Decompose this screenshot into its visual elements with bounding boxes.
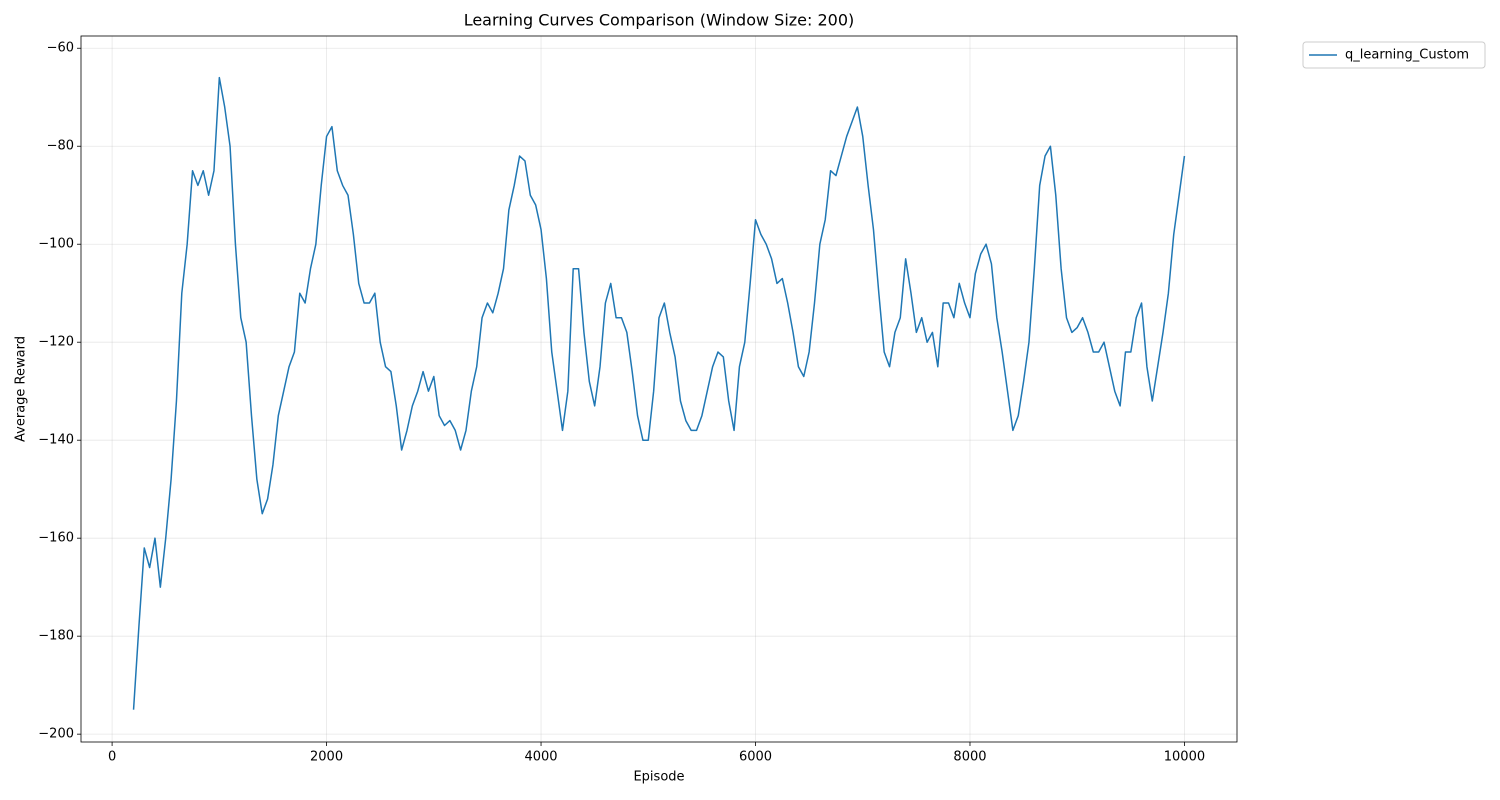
legend-label: q_learning_Custom	[1345, 48, 1469, 63]
data-line	[132, 76, 1186, 710]
legend-box	[1302, 41, 1486, 69]
y-tick-label: −60	[47, 41, 74, 56]
x-tick-label: 4000	[524, 750, 557, 765]
x-tick-label: 8000	[953, 750, 986, 765]
x-tick-label: 10000	[1164, 750, 1205, 765]
y-tick-label: −80	[47, 139, 74, 154]
y-axis-label: Average Reward	[14, 336, 29, 442]
chart-title: Learning Curves Comparison (Window Size:…	[464, 11, 855, 30]
y-tick-label: −160	[38, 531, 74, 546]
y-tick-label: −100	[38, 237, 74, 252]
plot-frame	[80, 35, 1238, 743]
y-tick-label: −180	[38, 629, 74, 644]
x-tick-label: 0	[108, 750, 116, 765]
x-axis-label: Episode	[633, 770, 684, 785]
y-tick-label: −120	[38, 335, 74, 350]
y-tick-label: −200	[38, 727, 74, 742]
y-tick-label: −140	[38, 433, 74, 448]
x-tick-label: 6000	[739, 750, 772, 765]
x-tick-label: 2000	[310, 750, 343, 765]
